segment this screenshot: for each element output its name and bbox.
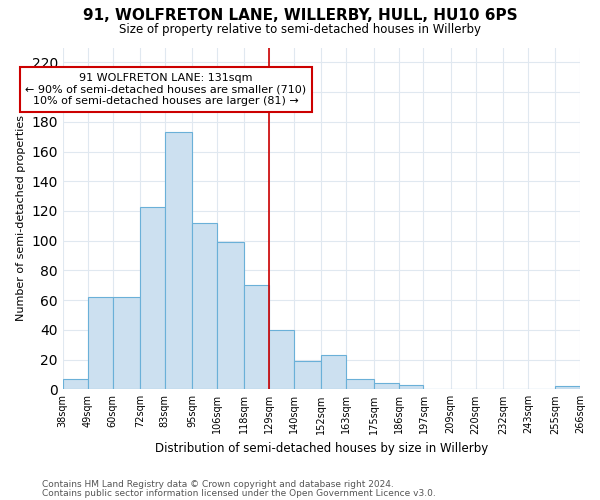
Bar — [398, 385, 424, 390]
Bar — [192, 223, 217, 390]
Bar — [294, 361, 322, 390]
Bar — [346, 379, 374, 390]
Text: Size of property relative to semi-detached houses in Willerby: Size of property relative to semi-detach… — [119, 22, 481, 36]
Bar — [140, 206, 165, 390]
Bar — [165, 132, 192, 390]
Text: 91, WOLFRETON LANE, WILLERBY, HULL, HU10 6PS: 91, WOLFRETON LANE, WILLERBY, HULL, HU10… — [83, 8, 517, 22]
Text: 91 WOLFRETON LANE: 131sqm
← 90% of semi-detached houses are smaller (710)
10% of: 91 WOLFRETON LANE: 131sqm ← 90% of semi-… — [25, 73, 307, 106]
Bar — [269, 330, 294, 390]
Bar — [322, 355, 346, 390]
Bar — [63, 379, 88, 390]
Bar — [555, 386, 580, 390]
Text: Contains HM Land Registry data © Crown copyright and database right 2024.: Contains HM Land Registry data © Crown c… — [42, 480, 394, 489]
Text: Contains public sector information licensed under the Open Government Licence v3: Contains public sector information licen… — [42, 488, 436, 498]
Bar — [217, 242, 244, 390]
Y-axis label: Number of semi-detached properties: Number of semi-detached properties — [16, 116, 26, 322]
Bar — [88, 297, 113, 390]
Bar — [244, 286, 269, 390]
Bar — [374, 384, 398, 390]
X-axis label: Distribution of semi-detached houses by size in Willerby: Distribution of semi-detached houses by … — [155, 442, 488, 455]
Bar — [113, 297, 140, 390]
